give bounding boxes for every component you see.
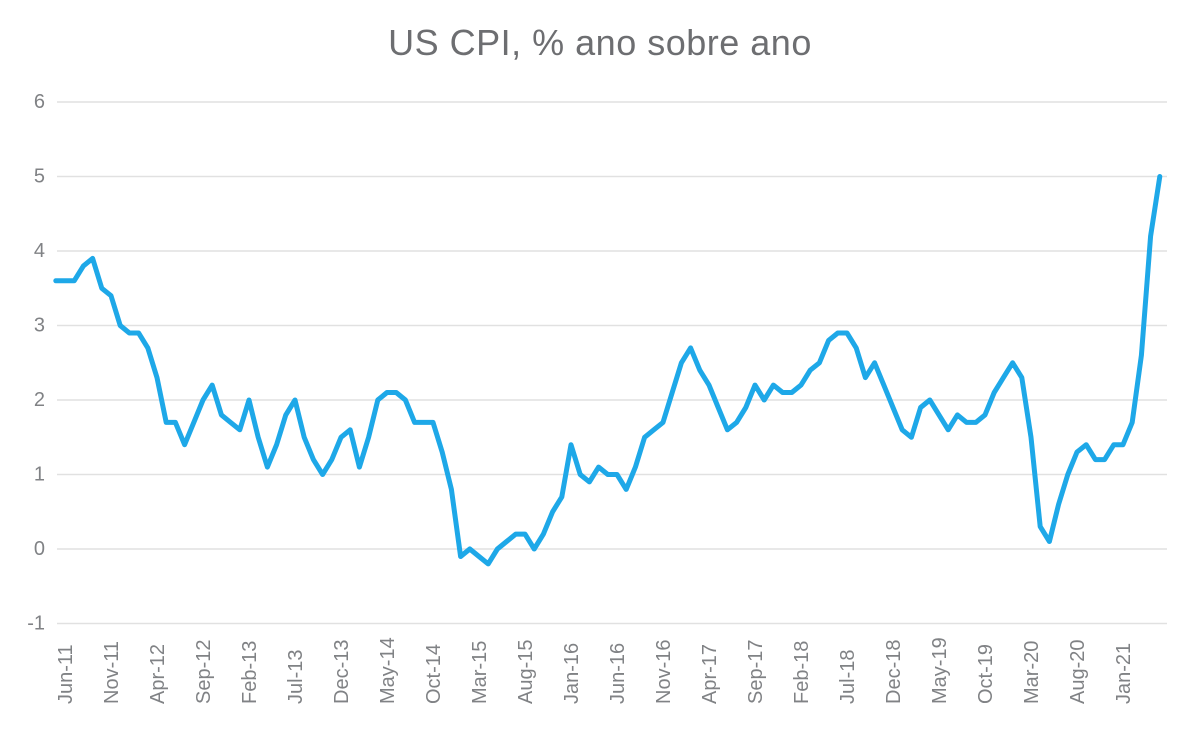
x-tick-label: Sep-17 [745, 640, 767, 705]
y-tick-label: 5 [34, 166, 45, 188]
x-tick-label: Nov-16 [653, 640, 675, 704]
x-tick-label: May-19 [929, 637, 951, 704]
x-tick-label: Aug-15 [515, 640, 537, 705]
x-tick-label: Aug-20 [1067, 640, 1089, 705]
x-tick-label: Mar-15 [469, 641, 491, 704]
x-tick-label: Jul-13 [285, 650, 307, 704]
y-tick-label: 4 [34, 240, 45, 262]
x-tick-label: Sep-12 [193, 640, 215, 705]
x-tick-label: Apr-12 [147, 644, 169, 704]
x-tick-label: Feb-18 [791, 641, 813, 704]
x-tick-label: Jan-21 [1113, 643, 1135, 704]
x-tick-label: Jul-18 [837, 650, 859, 704]
cpi-line [53, 174, 1163, 567]
y-tick-label: 1 [34, 464, 45, 486]
y-tick-label: -1 [27, 613, 45, 635]
x-tick-label: Feb-13 [239, 641, 261, 704]
x-tick-label: Oct-14 [423, 644, 445, 704]
y-tick-label: 3 [34, 315, 45, 337]
x-tick-label: Nov-11 [101, 641, 123, 704]
x-tick-label: Dec-13 [331, 640, 353, 704]
chart-title: US CPI, % ano sobre ano [388, 22, 812, 63]
y-tick-label: 2 [34, 389, 45, 411]
y-tick-label: 6 [34, 91, 45, 113]
x-tick-label: May-14 [377, 637, 399, 704]
x-tick-label: Jun-11 [55, 644, 77, 704]
y-tick-label: 0 [34, 538, 45, 560]
x-tick-label: Jun-16 [607, 643, 629, 704]
x-tick-label: Jan-16 [561, 643, 583, 704]
x-tick-label: Mar-20 [1021, 641, 1043, 704]
x-tick-label: Dec-18 [883, 640, 905, 704]
x-tick-label: Oct-19 [975, 644, 997, 704]
x-tick-label: Apr-17 [699, 644, 721, 704]
